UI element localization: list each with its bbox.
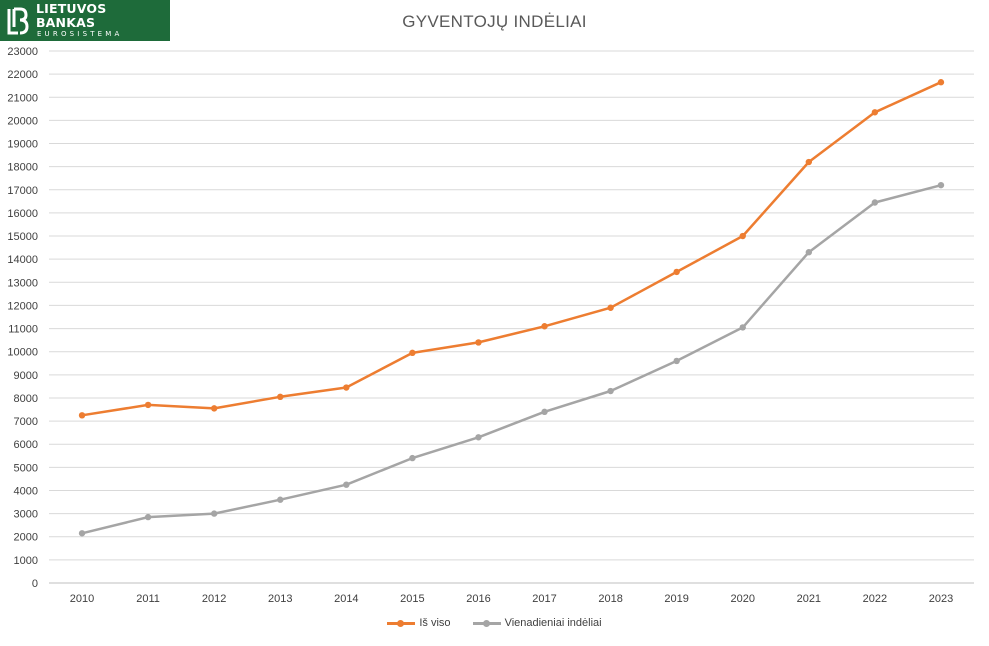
y-tick-label: 6000 [14,439,38,451]
x-tick-label: 2010 [70,593,94,605]
legend-label-total: Iš viso [419,617,451,629]
y-tick-label: 5000 [14,462,38,474]
data-point [871,199,879,206]
x-tick-label: 2014 [334,593,358,605]
data-point [937,181,945,189]
y-tick-label: 2000 [14,532,38,544]
data-point [541,323,548,330]
data-point [277,496,284,503]
series-line-0 [80,80,943,417]
data-point [937,79,945,86]
data-point [475,339,482,346]
data-point [541,408,548,416]
y-tick-label: 10000 [7,347,38,359]
grid-lines [49,50,974,584]
x-axis-ticks: 2010 2011 2012 2013 2014 2015 2016 2017 2018 2019… [70,593,953,605]
data-point [871,109,879,116]
legend: Iš viso Vienadieniai indėliai [0,617,989,629]
x-tick-label: 2018 [598,593,622,605]
y-axis-ticks: 0 1000 2000 3000 4000 5000 6000 7000 8000 9000 100… [7,46,38,590]
data-point [277,393,284,400]
data-point [673,268,680,276]
y-tick-label: 7000 [14,416,38,428]
data-point [409,349,416,357]
bank-logo: LIETUVOS BANKAS EUROSISTEMA [0,0,170,41]
y-tick-label: 21000 [7,92,38,104]
y-tick-label: 13000 [7,277,38,289]
y-tick-label: 19000 [7,139,38,151]
data-point [210,510,218,517]
data-point [673,357,680,365]
data-point [144,513,152,521]
chart-title: GYVENTOJŲ INDĖLIAI [402,12,587,31]
legend-label-overnight: Vienadieniai indėliai [504,617,602,629]
x-tick-label: 2017 [532,593,556,605]
data-point [739,232,746,240]
y-tick-label: 1000 [14,555,38,567]
data-point [409,454,416,462]
x-tick-label: 2023 [929,593,953,605]
y-tick-label: 14000 [7,254,38,266]
legend-item-overnight: Vienadieniai indėliai [472,617,602,629]
data-point [805,158,813,166]
x-tick-label: 2011 [136,593,160,605]
y-tick-label: 16000 [7,208,38,220]
data-point [739,324,746,331]
y-tick-label: 18000 [7,162,38,174]
data-point [805,249,813,256]
y-tick-label: 12000 [7,300,38,312]
y-tick-label: 15000 [7,231,38,243]
data-point [475,434,482,441]
x-tick-label: 2019 [664,593,688,605]
x-tick-label: 2022 [863,593,887,605]
logo-name: LIETUVOS BANKAS [35,1,107,30]
legend-swatch-total [387,618,416,628]
x-tick-label: 2016 [466,593,490,605]
logo-subtitle: EUROSISTEMA [36,30,123,38]
data-point [210,405,218,412]
y-tick-label: 20000 [7,115,38,127]
legend-swatch-overnight [472,618,501,628]
legend-item-total: Iš viso [387,617,451,629]
x-tick-label: 2012 [202,593,226,605]
y-tick-label: 11000 [8,324,38,336]
y-tick-label: 8000 [14,393,38,405]
x-tick-label: 2013 [268,593,292,605]
data-point [343,384,350,391]
data-point [78,530,86,537]
data-point [343,481,350,488]
bank-emblem-icon [0,0,34,41]
y-tick-label: 17000 [7,185,38,197]
data-point [144,401,152,409]
data-point [78,412,86,419]
series-line-1 [80,183,943,535]
x-tick-label: 2021 [797,593,821,605]
x-tick-label: 2020 [731,593,755,605]
data-point [607,304,614,311]
y-tick-label: 9000 [14,370,38,382]
y-tick-label: 4000 [14,485,38,497]
y-tick-label: 23000 [7,46,38,58]
y-tick-label: 22000 [7,69,38,81]
y-tick-label: 0 [32,578,38,590]
y-tick-label: 3000 [14,509,38,521]
series-lines [78,79,945,537]
data-point [607,387,614,395]
x-tick-label: 2015 [400,593,424,605]
